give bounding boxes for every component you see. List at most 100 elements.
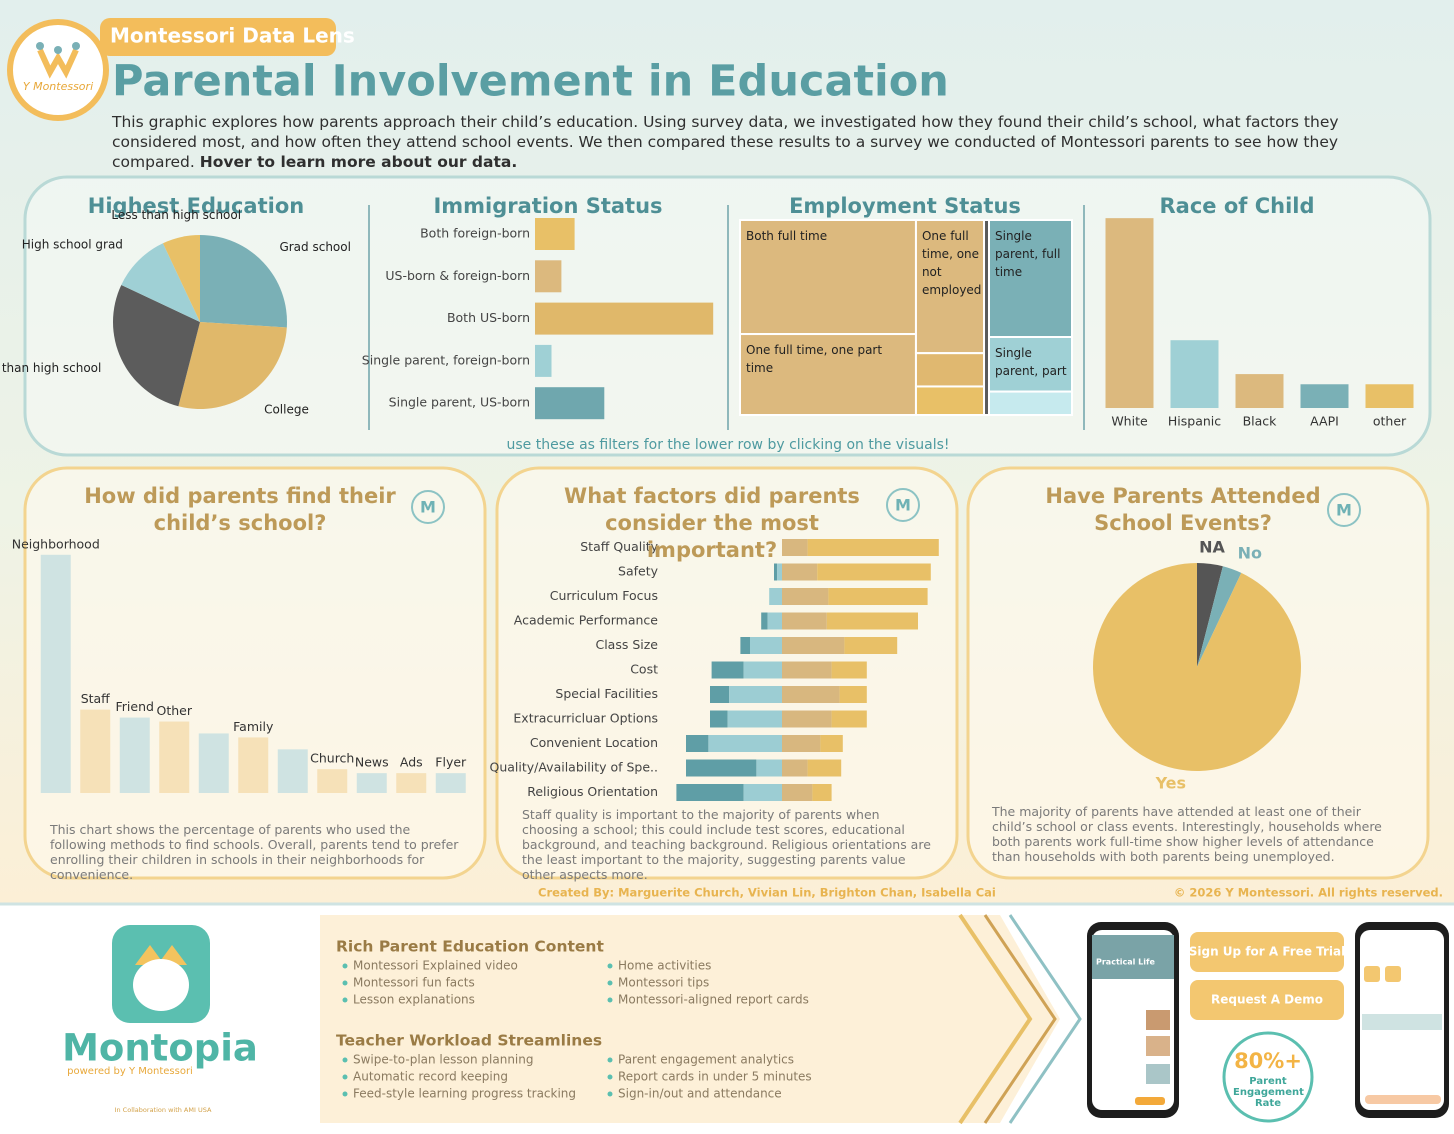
badge-text: M [1336,501,1352,520]
pie-slice [1197,566,1242,667]
bar-label: Family [233,719,274,734]
bar [1300,384,1349,408]
bar-label: Single parent, foreign-born [362,352,530,367]
bar-segment [807,759,842,777]
phone-button [1365,1095,1441,1104]
bar [277,749,308,793]
bullet [342,1091,348,1097]
bar-segment [831,710,867,728]
slice-label: Grad school [279,240,351,254]
caption: This chart shows the percentage of paren… [50,822,459,882]
treemap-label: Single parent, part [995,346,1067,378]
bar [535,218,575,250]
phone-thumb [1146,1036,1170,1056]
pie-slice [1092,563,1301,771]
bar-label: Other [157,703,193,718]
bar [198,733,229,793]
badge [1327,493,1361,527]
bar [1365,384,1414,408]
bar-segment [769,588,782,605]
bar-segment [676,784,744,801]
phone-icon [1385,966,1401,982]
cta-label[interactable]: Sign Up for A Free Trial [1189,945,1346,959]
badge-text: M [895,496,911,515]
chevron [983,914,1057,1124]
bar-label: Neighborhood [12,536,100,551]
app-icon-egg [133,959,189,1011]
bullet [607,1057,613,1063]
bar-segment [844,637,898,654]
bar-label: Ads [400,755,423,770]
treemap-label: One full time, one part time [746,343,883,376]
bullet [342,997,348,1003]
bar-segment [826,612,918,630]
description: This graphic explores how parents approa… [112,112,1412,172]
slice-label: More than high school [0,361,101,375]
bar-label: Safety [618,564,659,579]
section-item: Montessori-aligned report cards [618,993,809,1007]
phone-thumb [1146,1064,1170,1084]
bar-segment [686,759,757,777]
bar [535,387,605,420]
bar-segment [711,661,744,679]
slice-label: High school grad [22,237,123,251]
section-item: Montessori Explained video [353,959,518,973]
bar-segment [839,686,867,703]
pie-slice [178,322,287,409]
app-icon-crown [135,945,187,965]
page-title: Parental Involvement in Education [112,57,949,107]
powered-by: powered by Y Montessori [67,1066,193,1077]
bar-segment [782,759,808,777]
bar-segment [761,612,768,630]
copyright: © 2026 Y Montessori. All rights reserved… [1174,886,1443,900]
slice-label: College [264,403,309,417]
chart-title: Race of Child [1159,194,1314,218]
bar [119,717,150,793]
bar-segment [740,637,750,654]
logo-dot [72,42,80,50]
bar-label: Single parent, US-born [389,395,530,410]
bullet [607,1074,613,1080]
section-heading: Rich Parent Education Content [336,938,604,956]
bullet [342,1057,348,1063]
hover-link[interactable]: Hover to learn more about our data. [199,153,518,171]
bar-segment [774,563,778,581]
bar-label: Religious Orientation [527,784,658,799]
bar-label: Class Size [595,637,658,652]
bar [535,302,714,335]
section-heading: Teacher Workload Streamlines [336,1032,602,1050]
bullet [342,1074,348,1080]
bar-segment [817,563,931,581]
bar [40,554,71,793]
cta-button[interactable] [1190,980,1344,1020]
logo-mark [37,48,79,79]
treemap-cell [914,385,986,416]
bar-label: Both US-born [447,310,530,325]
bar [1105,218,1154,408]
bar-segment [743,784,782,801]
bar-segment [782,588,829,605]
bar-label: AAPI [1310,414,1339,429]
slice-label: No [1238,544,1262,563]
logo-dot [54,46,62,54]
brand: Montessori Data Lens [110,24,355,48]
bar-label: Staff [81,691,110,706]
bar-label: Special Facilities [555,686,658,701]
bar-label: Academic Performance [514,613,659,628]
cta-label[interactable]: Request A Demo [1211,993,1323,1007]
bar-segment [782,661,832,679]
stat-label: Parent Engagement Rate [1233,1076,1304,1109]
section-item: Feed-style learning progress tracking [353,1087,576,1101]
cta-button[interactable] [1190,932,1344,972]
bar-segment [782,612,827,630]
caption: Staff quality is important to the majori… [522,807,931,882]
bar [1235,374,1284,408]
bullet [607,963,613,969]
bullet [607,1091,613,1097]
bar-label: Convenient Location [530,735,658,750]
bar-segment [831,661,867,679]
bar [435,773,466,793]
bar [535,344,552,377]
treemap-cell [988,390,1073,417]
chart-title: What factors did parents consider the mo… [564,484,860,562]
